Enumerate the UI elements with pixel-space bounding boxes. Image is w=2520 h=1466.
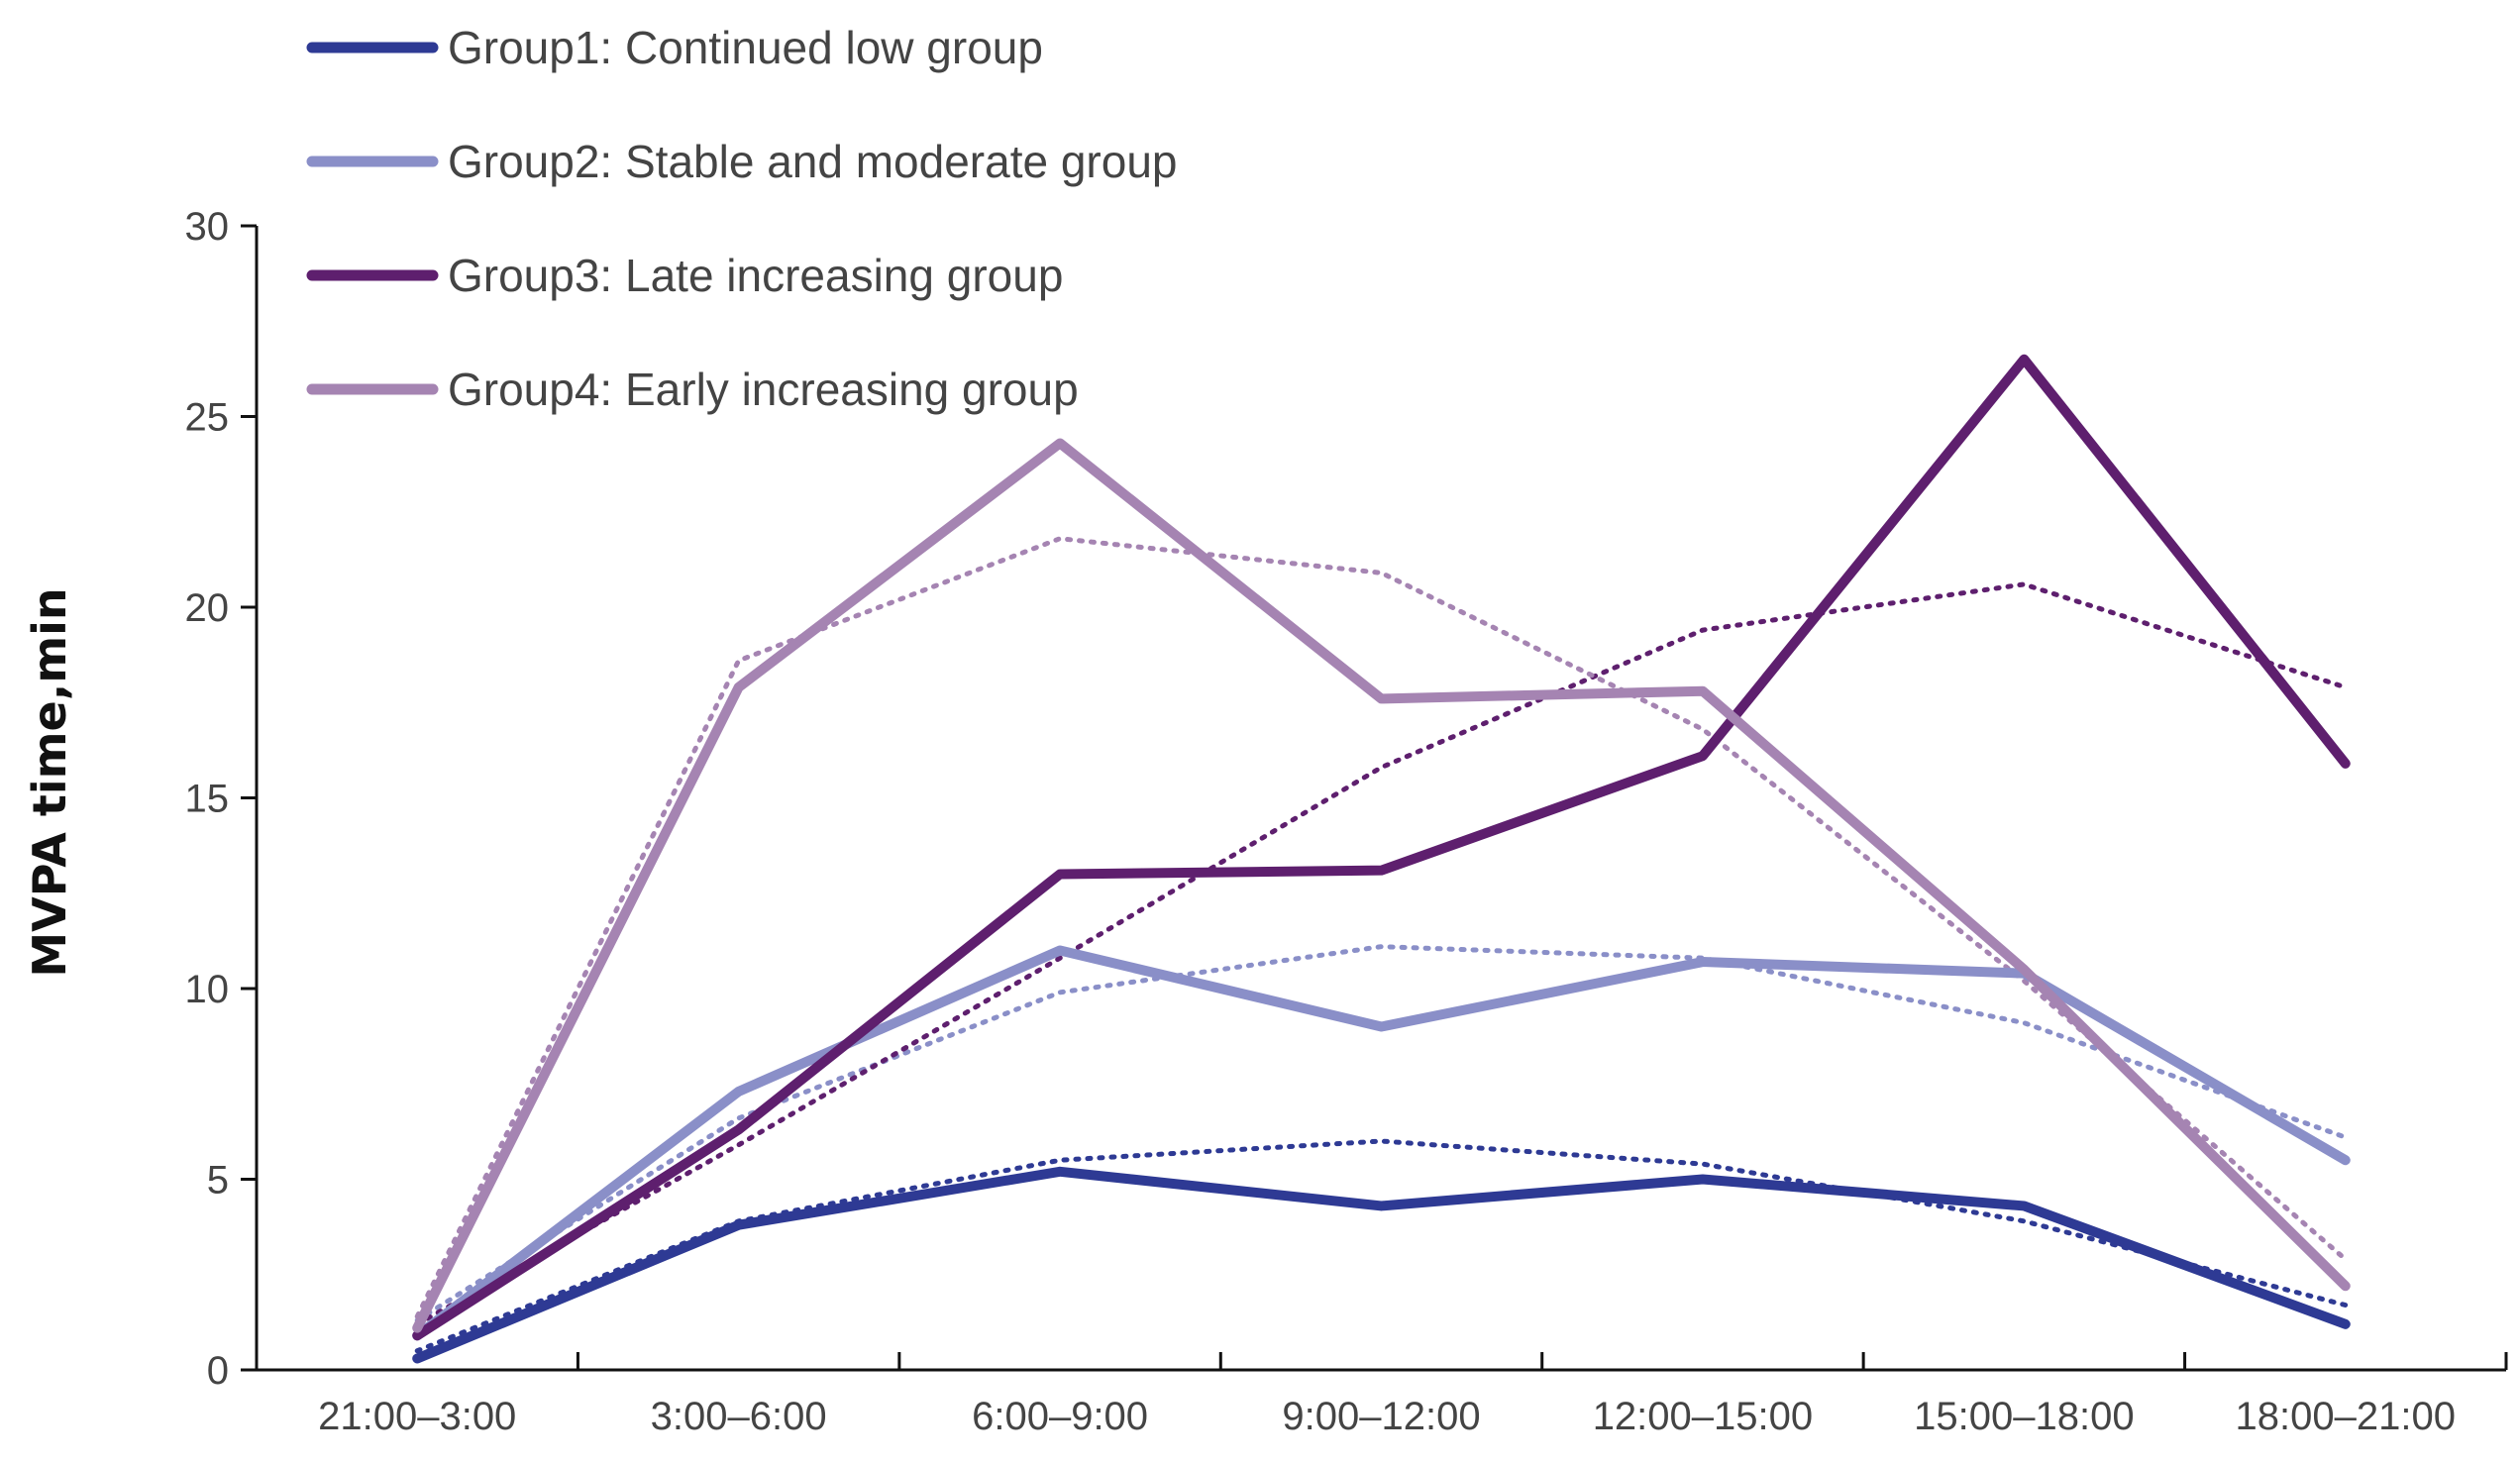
series-2-trend-line: [414, 944, 2349, 1323]
legend-label-series-4: Group4: Early increasing group: [448, 364, 1079, 415]
y-tick-label: 0: [207, 1349, 229, 1393]
y-tick-label: 10: [185, 968, 230, 1011]
x-tick-label: 9:00–12:00: [1282, 1395, 1480, 1438]
x-tick-label: 6:00–9:00: [972, 1395, 1148, 1438]
x-tick-label: 21:00–3:00: [318, 1395, 516, 1438]
series-3-line: [412, 354, 2351, 1341]
x-tick-label: 12:00–15:00: [1593, 1395, 1813, 1438]
y-tick-label: 5: [207, 1159, 229, 1203]
series-1-line: [412, 1166, 2351, 1364]
y-tick-label: 30: [185, 205, 230, 249]
series-lines: [412, 354, 2351, 1364]
legend-label-series-2: Group2: Stable and moderate group: [448, 136, 1178, 187]
y-tick-label: 25: [185, 396, 230, 440]
y-tick-label: 15: [185, 778, 230, 821]
series-3-trend-line: [414, 581, 2349, 1327]
y-axis-label: MVPA time,min: [23, 587, 76, 977]
x-ticks: 21:00–3:00 3:00–6:00 6:00–9:00 9:00–12:00 12…: [318, 1352, 2508, 1438]
series-1-trend-line: [414, 1138, 2349, 1354]
x-tick-label: 18:00–21:00: [2236, 1395, 2456, 1438]
x-tick-label: 3:00–6:00: [651, 1395, 827, 1438]
x-tick-label: 15:00–18:00: [1914, 1395, 2134, 1438]
legend-label-series-3: Group3: Late increasing group: [448, 250, 1063, 301]
series-2-line: [412, 945, 2351, 1341]
y-ticks: 0 5 10 15 20 25 30: [185, 205, 257, 1393]
legend: Group1: Continued low group Group2: Stabl…: [306, 22, 1178, 415]
y-tick-label: 20: [185, 586, 230, 630]
series-4-line: [412, 438, 2351, 1333]
legend-label-series-1: Group1: Continued low group: [448, 22, 1043, 73]
series-4-trend-line: [414, 536, 2349, 1319]
